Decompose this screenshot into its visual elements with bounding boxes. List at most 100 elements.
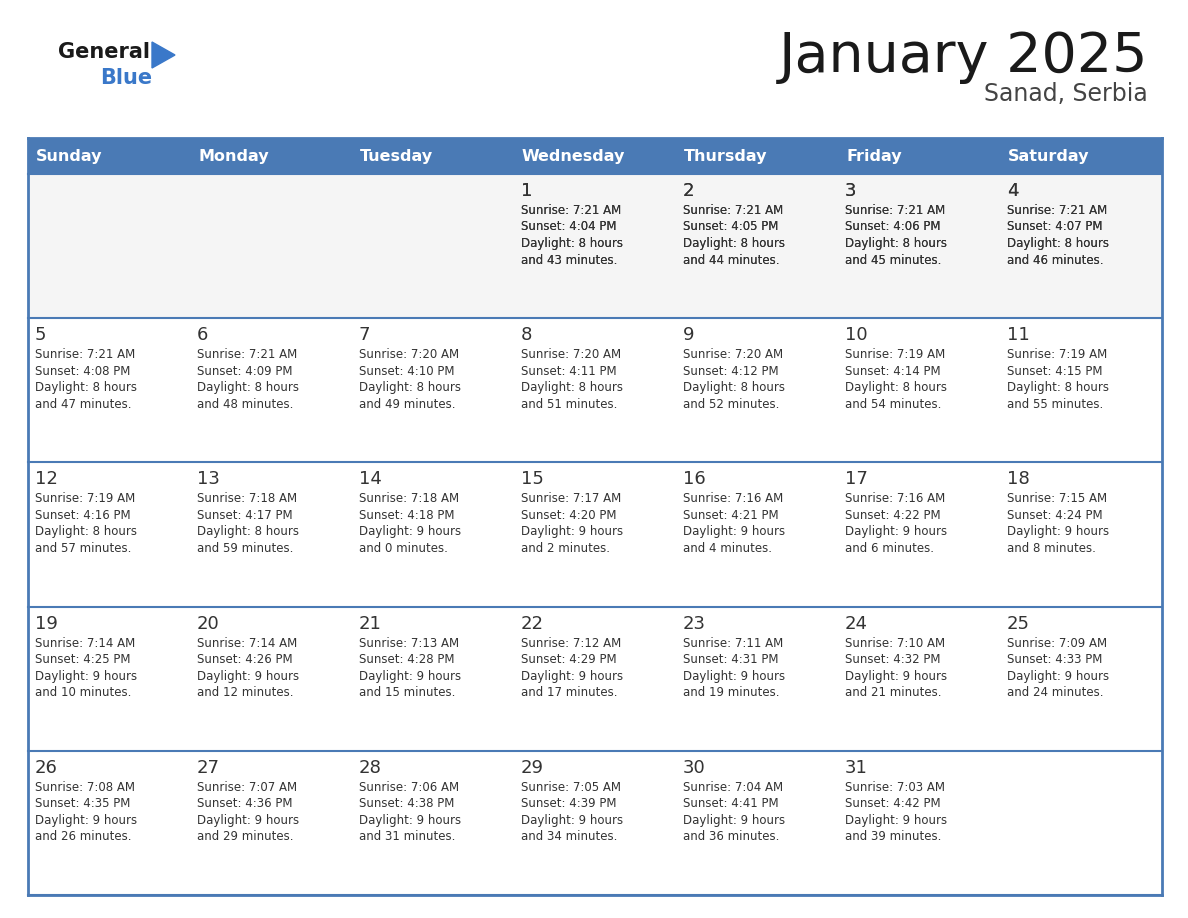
Text: Daylight: 8 hours: Daylight: 8 hours xyxy=(359,381,461,394)
Text: Sunrise: 7:07 AM: Sunrise: 7:07 AM xyxy=(197,781,297,794)
Text: 13: 13 xyxy=(197,470,220,488)
Bar xyxy=(514,319,676,463)
Bar xyxy=(1000,319,1162,463)
Text: Sunrise: 7:21 AM: Sunrise: 7:21 AM xyxy=(522,204,621,217)
Text: Daylight: 9 hours: Daylight: 9 hours xyxy=(683,813,785,827)
Text: Sunrise: 7:21 AM: Sunrise: 7:21 AM xyxy=(1007,204,1107,217)
Text: Sunset: 4:35 PM: Sunset: 4:35 PM xyxy=(34,798,131,811)
Bar xyxy=(676,751,838,895)
Text: Sunset: 4:25 PM: Sunset: 4:25 PM xyxy=(34,653,131,666)
Text: 11: 11 xyxy=(1007,326,1030,344)
Text: Saturday: Saturday xyxy=(1007,149,1089,163)
Text: Sunset: 4:12 PM: Sunset: 4:12 PM xyxy=(683,364,778,377)
Text: Daylight: 8 hours: Daylight: 8 hours xyxy=(845,237,947,250)
Bar xyxy=(190,463,352,607)
Text: Daylight: 8 hours: Daylight: 8 hours xyxy=(683,237,785,250)
Text: Sunrise: 7:21 AM: Sunrise: 7:21 AM xyxy=(683,204,783,217)
Text: and 8 minutes.: and 8 minutes. xyxy=(1007,542,1095,554)
Text: and 51 minutes.: and 51 minutes. xyxy=(522,397,618,410)
Text: 1: 1 xyxy=(522,182,532,200)
Bar xyxy=(676,174,838,319)
Text: Sunset: 4:20 PM: Sunset: 4:20 PM xyxy=(522,509,617,522)
Text: Sunrise: 7:17 AM: Sunrise: 7:17 AM xyxy=(522,492,621,506)
Text: Tuesday: Tuesday xyxy=(360,149,434,163)
Text: Sunrise: 7:21 AM: Sunrise: 7:21 AM xyxy=(34,348,135,361)
Text: Sunset: 4:42 PM: Sunset: 4:42 PM xyxy=(845,798,941,811)
Bar xyxy=(352,174,514,319)
Text: 3: 3 xyxy=(845,182,857,200)
Text: 17: 17 xyxy=(845,470,868,488)
Text: and 4 minutes.: and 4 minutes. xyxy=(683,542,772,554)
Text: Sunset: 4:33 PM: Sunset: 4:33 PM xyxy=(1007,653,1102,666)
Text: and 57 minutes.: and 57 minutes. xyxy=(34,542,132,554)
Bar xyxy=(352,751,514,895)
Bar xyxy=(29,174,190,319)
Text: Sunset: 4:16 PM: Sunset: 4:16 PM xyxy=(34,509,131,522)
Text: Daylight: 9 hours: Daylight: 9 hours xyxy=(197,813,299,827)
Text: Sunrise: 7:19 AM: Sunrise: 7:19 AM xyxy=(1007,348,1107,361)
Text: and 26 minutes.: and 26 minutes. xyxy=(34,830,132,844)
Bar xyxy=(838,463,1000,607)
Text: and 2 minutes.: and 2 minutes. xyxy=(522,542,609,554)
Bar xyxy=(676,463,838,607)
Text: 3: 3 xyxy=(845,182,857,200)
Text: Daylight: 9 hours: Daylight: 9 hours xyxy=(197,669,299,683)
Text: 1: 1 xyxy=(522,182,532,200)
Text: Sanad, Serbia: Sanad, Serbia xyxy=(984,82,1148,106)
Text: 15: 15 xyxy=(522,470,544,488)
Bar xyxy=(838,607,1000,751)
Text: Daylight: 9 hours: Daylight: 9 hours xyxy=(683,669,785,683)
Bar xyxy=(190,607,352,751)
Text: and 48 minutes.: and 48 minutes. xyxy=(197,397,293,410)
Text: Sunset: 4:06 PM: Sunset: 4:06 PM xyxy=(845,220,941,233)
Text: Sunset: 4:04 PM: Sunset: 4:04 PM xyxy=(522,220,617,233)
Text: Sunrise: 7:14 AM: Sunrise: 7:14 AM xyxy=(34,636,135,650)
Text: 5: 5 xyxy=(34,326,46,344)
Text: Sunrise: 7:21 AM: Sunrise: 7:21 AM xyxy=(197,348,297,361)
Text: Daylight: 8 hours: Daylight: 8 hours xyxy=(197,381,299,394)
Text: Daylight: 9 hours: Daylight: 9 hours xyxy=(1007,525,1110,538)
Text: 23: 23 xyxy=(683,614,706,633)
Text: and 6 minutes.: and 6 minutes. xyxy=(845,542,934,554)
Text: Sunset: 4:05 PM: Sunset: 4:05 PM xyxy=(683,220,778,233)
Text: 22: 22 xyxy=(522,614,544,633)
Text: Sunrise: 7:21 AM: Sunrise: 7:21 AM xyxy=(845,204,946,217)
Text: and 44 minutes.: and 44 minutes. xyxy=(683,253,779,266)
Text: and 29 minutes.: and 29 minutes. xyxy=(197,830,293,844)
Text: Daylight: 8 hours: Daylight: 8 hours xyxy=(845,381,947,394)
Text: Daylight: 8 hours: Daylight: 8 hours xyxy=(522,237,623,250)
Text: and 12 minutes.: and 12 minutes. xyxy=(197,686,293,700)
Bar xyxy=(514,463,676,607)
Text: Sunrise: 7:18 AM: Sunrise: 7:18 AM xyxy=(197,492,297,506)
Text: Monday: Monday xyxy=(198,149,268,163)
Text: 10: 10 xyxy=(845,326,867,344)
Text: and 43 minutes.: and 43 minutes. xyxy=(522,253,618,266)
Text: and 54 minutes.: and 54 minutes. xyxy=(845,397,941,410)
Bar xyxy=(29,463,190,607)
Text: Sunrise: 7:09 AM: Sunrise: 7:09 AM xyxy=(1007,636,1107,650)
Text: Sunrise: 7:06 AM: Sunrise: 7:06 AM xyxy=(359,781,459,794)
Text: Daylight: 9 hours: Daylight: 9 hours xyxy=(683,525,785,538)
Bar xyxy=(190,319,352,463)
Text: Daylight: 8 hours: Daylight: 8 hours xyxy=(1007,237,1110,250)
Text: 26: 26 xyxy=(34,759,58,777)
Text: 18: 18 xyxy=(1007,470,1030,488)
Text: 27: 27 xyxy=(197,759,220,777)
Text: 4: 4 xyxy=(1007,182,1018,200)
Text: Sunrise: 7:19 AM: Sunrise: 7:19 AM xyxy=(845,348,946,361)
Text: and 24 minutes.: and 24 minutes. xyxy=(1007,686,1104,700)
Text: Sunrise: 7:13 AM: Sunrise: 7:13 AM xyxy=(359,636,459,650)
Text: Daylight: 9 hours: Daylight: 9 hours xyxy=(522,525,624,538)
Text: Sunset: 4:14 PM: Sunset: 4:14 PM xyxy=(845,364,941,377)
Text: and 44 minutes.: and 44 minutes. xyxy=(683,253,779,266)
Text: and 46 minutes.: and 46 minutes. xyxy=(1007,253,1104,266)
Text: Sunset: 4:21 PM: Sunset: 4:21 PM xyxy=(683,509,778,522)
Text: Sunset: 4:31 PM: Sunset: 4:31 PM xyxy=(683,653,778,666)
Bar xyxy=(29,319,190,463)
Text: Daylight: 9 hours: Daylight: 9 hours xyxy=(522,813,624,827)
Bar xyxy=(676,319,838,463)
Text: Daylight: 9 hours: Daylight: 9 hours xyxy=(522,669,624,683)
Text: Daylight: 9 hours: Daylight: 9 hours xyxy=(1007,669,1110,683)
Text: 9: 9 xyxy=(683,326,695,344)
Text: and 21 minutes.: and 21 minutes. xyxy=(845,686,942,700)
